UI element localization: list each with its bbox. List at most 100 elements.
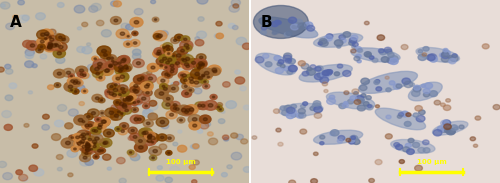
Circle shape: [97, 119, 99, 120]
Circle shape: [162, 71, 171, 78]
Circle shape: [394, 143, 400, 147]
Circle shape: [76, 139, 84, 145]
Circle shape: [78, 118, 83, 122]
Circle shape: [288, 65, 298, 72]
Circle shape: [381, 57, 389, 62]
Circle shape: [148, 136, 151, 138]
Circle shape: [192, 61, 196, 64]
Circle shape: [152, 157, 154, 159]
Circle shape: [375, 80, 380, 83]
Circle shape: [110, 115, 118, 120]
Circle shape: [158, 52, 162, 55]
Circle shape: [162, 46, 166, 48]
Circle shape: [103, 142, 106, 145]
Circle shape: [184, 38, 187, 40]
Circle shape: [180, 36, 190, 43]
Text: B: B: [261, 15, 272, 30]
Circle shape: [108, 127, 115, 132]
Circle shape: [301, 64, 309, 69]
Circle shape: [74, 148, 76, 150]
Circle shape: [118, 101, 130, 110]
Circle shape: [130, 133, 140, 141]
Circle shape: [30, 44, 34, 47]
Circle shape: [350, 38, 357, 43]
Circle shape: [134, 75, 145, 84]
Circle shape: [385, 76, 389, 79]
Circle shape: [42, 36, 49, 41]
Circle shape: [82, 142, 94, 151]
Circle shape: [123, 99, 126, 101]
Circle shape: [44, 38, 47, 40]
Circle shape: [82, 121, 85, 123]
Circle shape: [186, 57, 190, 61]
Circle shape: [108, 55, 116, 61]
Circle shape: [180, 119, 182, 121]
Circle shape: [233, 4, 239, 8]
Circle shape: [96, 74, 105, 81]
Text: 100 μm: 100 μm: [416, 159, 446, 165]
Circle shape: [110, 92, 114, 95]
Circle shape: [192, 160, 200, 165]
Circle shape: [288, 17, 296, 23]
Circle shape: [163, 95, 173, 102]
Circle shape: [394, 59, 398, 62]
Circle shape: [200, 61, 206, 66]
Circle shape: [183, 78, 191, 84]
Circle shape: [448, 129, 456, 134]
Circle shape: [231, 0, 240, 6]
Circle shape: [189, 108, 194, 111]
Circle shape: [184, 44, 188, 47]
Circle shape: [418, 50, 422, 53]
Circle shape: [92, 94, 102, 102]
Circle shape: [172, 87, 175, 90]
Circle shape: [132, 53, 141, 59]
Circle shape: [6, 23, 15, 30]
Circle shape: [294, 19, 302, 26]
Circle shape: [52, 134, 60, 141]
Circle shape: [352, 42, 358, 47]
Circle shape: [0, 161, 6, 168]
Circle shape: [142, 103, 150, 109]
Circle shape: [29, 165, 38, 171]
Circle shape: [162, 100, 174, 109]
Circle shape: [384, 47, 392, 53]
Circle shape: [422, 53, 426, 56]
Circle shape: [92, 129, 96, 132]
Circle shape: [144, 81, 153, 88]
Circle shape: [200, 68, 213, 78]
Circle shape: [450, 55, 458, 61]
Circle shape: [79, 140, 86, 145]
Circle shape: [164, 72, 172, 78]
Circle shape: [54, 69, 65, 78]
Circle shape: [240, 139, 248, 144]
Circle shape: [125, 98, 130, 101]
Circle shape: [130, 115, 142, 124]
Circle shape: [195, 37, 200, 40]
Circle shape: [140, 77, 148, 83]
Circle shape: [198, 76, 202, 80]
Text: A: A: [10, 15, 22, 30]
Circle shape: [182, 74, 186, 77]
Circle shape: [120, 96, 130, 103]
Circle shape: [143, 89, 152, 96]
Circle shape: [118, 62, 121, 64]
Circle shape: [210, 94, 217, 100]
Circle shape: [124, 41, 132, 47]
Circle shape: [84, 142, 94, 150]
Circle shape: [76, 137, 88, 146]
Circle shape: [160, 83, 168, 89]
Circle shape: [71, 137, 74, 139]
Circle shape: [30, 42, 38, 48]
Circle shape: [166, 61, 170, 64]
Circle shape: [86, 147, 89, 150]
Circle shape: [76, 85, 85, 91]
Circle shape: [50, 38, 54, 41]
Circle shape: [148, 137, 150, 139]
Circle shape: [277, 62, 282, 66]
Circle shape: [200, 56, 203, 59]
Circle shape: [113, 62, 117, 65]
Circle shape: [369, 178, 374, 183]
Circle shape: [168, 58, 172, 61]
Circle shape: [165, 135, 174, 142]
Circle shape: [166, 97, 170, 100]
